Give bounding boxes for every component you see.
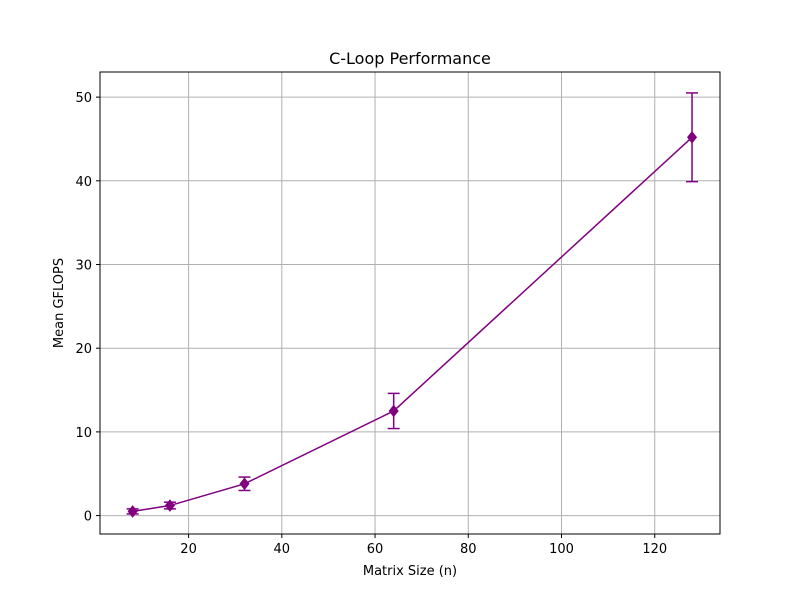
plot-frame: [99, 71, 721, 535]
y-tick-label: 20: [75, 342, 92, 357]
x-axis-label: Matrix Size (n): [363, 564, 457, 579]
y-axis-label: Mean GFLOPS: [52, 258, 67, 348]
x-tick-label: 100: [549, 542, 574, 557]
grid: [100, 72, 720, 534]
data-point-marker: [164, 499, 175, 512]
data-point-marker: [686, 130, 698, 144]
data-point-marker: [239, 477, 250, 491]
series-layer: [126, 92, 699, 518]
data-point-marker: [388, 404, 399, 418]
x-tick-label: 20: [180, 542, 197, 557]
y-tick-label: 40: [75, 175, 92, 190]
y-tick-label: 30: [75, 259, 92, 274]
x-tick-label: 120: [642, 542, 667, 557]
chart-title: C-Loop Performance: [329, 49, 491, 68]
x-tick-label: 60: [367, 542, 384, 557]
series-line: [132, 136, 693, 513]
y-tick-label: 10: [75, 426, 92, 441]
x-tick-label: 80: [460, 542, 477, 557]
x-tick-label: 40: [274, 542, 291, 557]
y-tick-label: 0: [84, 510, 92, 525]
data-point-marker: [127, 505, 138, 518]
y-tick-label: 50: [75, 91, 92, 106]
ticks: 20 40 60 80 100 120 0 10 20 30 40 50: [75, 91, 667, 557]
